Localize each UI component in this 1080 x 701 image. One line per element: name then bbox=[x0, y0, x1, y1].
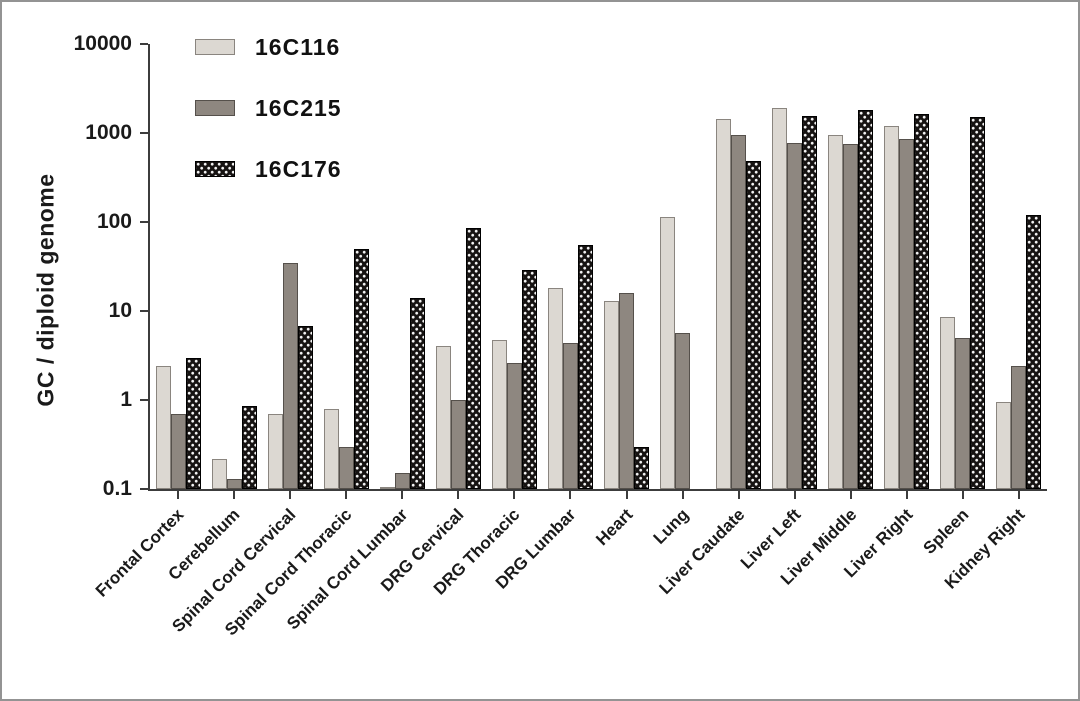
x-tick bbox=[625, 491, 628, 499]
y-axis bbox=[148, 44, 150, 491]
bar bbox=[297, 325, 313, 489]
legend-label: 16C176 bbox=[255, 155, 342, 182]
legend-swatch-series-3 bbox=[195, 161, 235, 177]
bar bbox=[170, 413, 186, 489]
bar bbox=[716, 118, 732, 489]
legend-item: 16C116 bbox=[195, 33, 342, 60]
x-tick bbox=[345, 491, 348, 499]
y-tick-label: 10000 bbox=[73, 32, 132, 55]
y-tick bbox=[140, 488, 148, 490]
bar bbox=[450, 400, 466, 489]
bar bbox=[241, 406, 257, 489]
bar bbox=[521, 269, 537, 489]
x-axis bbox=[148, 489, 1047, 491]
legend-label: 16C116 bbox=[255, 33, 341, 60]
bar bbox=[955, 337, 971, 489]
bar bbox=[899, 139, 915, 489]
bar bbox=[267, 413, 283, 489]
bar bbox=[940, 317, 956, 489]
bar bbox=[731, 134, 747, 489]
x-tick bbox=[401, 491, 404, 499]
bar bbox=[996, 401, 1012, 489]
x-tick bbox=[569, 491, 572, 499]
legend-swatch-series-1 bbox=[195, 39, 235, 55]
bar bbox=[1011, 366, 1027, 489]
y-tick bbox=[140, 310, 148, 312]
bar bbox=[772, 108, 788, 489]
y-tick bbox=[140, 399, 148, 401]
x-tick bbox=[513, 491, 516, 499]
y-tick-label: 100 bbox=[96, 210, 132, 233]
y-axis-title: GC / diploid genome bbox=[32, 173, 59, 407]
bar bbox=[1026, 214, 1042, 489]
legend: 16C116 16C215 16C176 bbox=[195, 33, 342, 218]
y-tick bbox=[140, 43, 148, 45]
bar bbox=[843, 143, 859, 489]
bar bbox=[353, 248, 369, 489]
x-tick bbox=[961, 491, 964, 499]
x-tick bbox=[457, 491, 460, 499]
x-tick bbox=[737, 491, 740, 499]
bar bbox=[660, 216, 676, 489]
bar bbox=[394, 473, 410, 489]
bar bbox=[828, 134, 844, 489]
legend-swatch-series-2 bbox=[195, 100, 235, 116]
bar bbox=[634, 446, 650, 489]
bar bbox=[465, 228, 481, 489]
x-tick bbox=[289, 491, 292, 499]
bar bbox=[211, 458, 227, 489]
x-tick bbox=[233, 491, 236, 499]
bar bbox=[970, 117, 986, 489]
x-tick bbox=[177, 491, 180, 499]
bar bbox=[577, 245, 593, 489]
bar bbox=[675, 332, 691, 489]
x-tick bbox=[793, 491, 796, 499]
legend-item: 16C215 bbox=[195, 94, 342, 121]
legend-item: 16C176 bbox=[195, 155, 342, 182]
x-tick bbox=[849, 491, 852, 499]
bar bbox=[746, 161, 762, 489]
bar bbox=[914, 113, 930, 489]
x-tick bbox=[905, 491, 908, 499]
y-tick-label: 1000 bbox=[85, 121, 132, 144]
bar bbox=[547, 288, 563, 489]
bar bbox=[787, 142, 803, 489]
y-tick-label: 1 bbox=[120, 388, 132, 411]
x-tick bbox=[1017, 491, 1020, 499]
bar bbox=[858, 110, 874, 489]
legend-label: 16C215 bbox=[255, 94, 342, 121]
bar bbox=[185, 357, 201, 489]
bar bbox=[604, 300, 620, 489]
bar bbox=[435, 346, 451, 489]
bar bbox=[619, 292, 635, 489]
y-tick-label: 10 bbox=[108, 299, 132, 322]
bar bbox=[323, 408, 339, 489]
bar bbox=[338, 446, 354, 489]
bar bbox=[562, 342, 578, 489]
bar bbox=[884, 125, 900, 489]
bar bbox=[491, 340, 507, 489]
y-tick bbox=[140, 132, 148, 134]
y-tick bbox=[140, 221, 148, 223]
bar bbox=[409, 297, 425, 489]
bar bbox=[802, 116, 818, 489]
bar bbox=[155, 366, 171, 489]
bar bbox=[379, 487, 395, 490]
bar bbox=[226, 478, 242, 489]
x-tick bbox=[681, 491, 684, 499]
bar bbox=[506, 363, 522, 489]
bar bbox=[282, 262, 298, 489]
y-tick-label: 0.1 bbox=[102, 477, 132, 500]
